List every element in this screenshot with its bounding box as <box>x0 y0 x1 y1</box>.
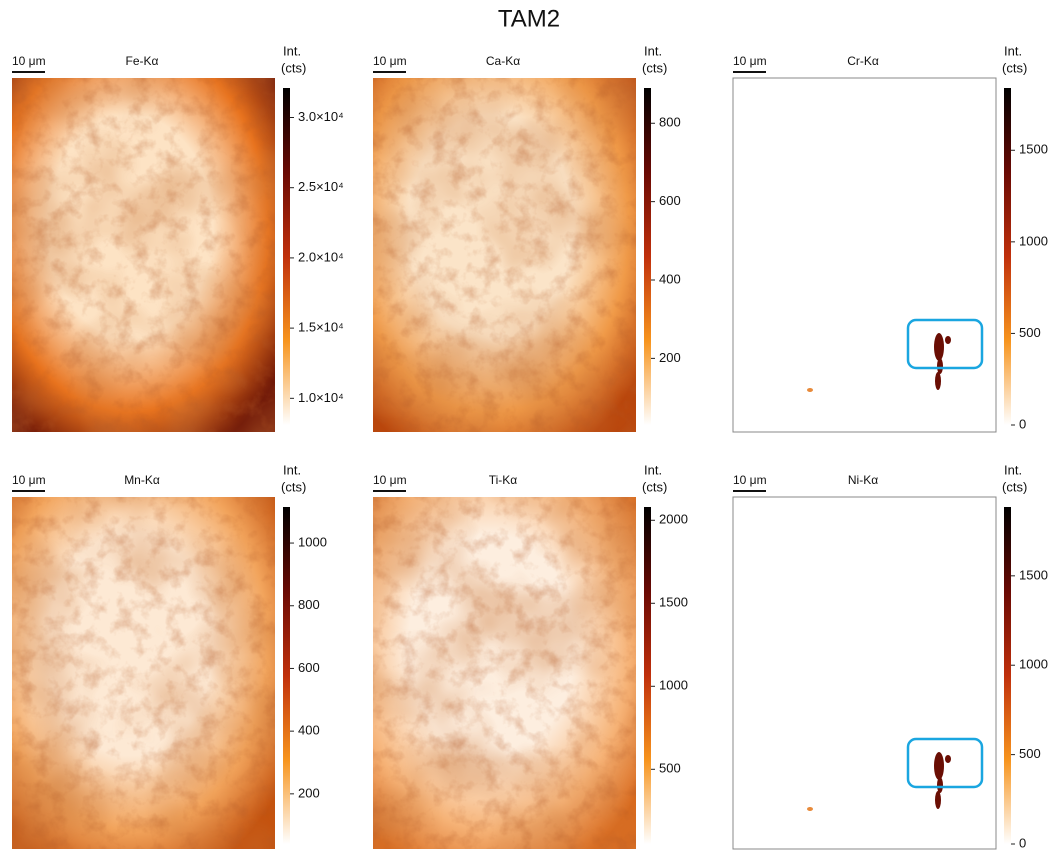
colorbar-tick-label: 2.0×10⁴ <box>298 249 344 264</box>
colorbar <box>283 507 290 844</box>
colorbar-tick-label: 3.0×10⁴ <box>298 109 344 124</box>
heatmap-panel <box>373 497 636 849</box>
colorbar-label: (cts) <box>281 479 306 494</box>
colorbar-tick-label: 1500 <box>659 595 688 610</box>
hotspot <box>934 333 944 361</box>
colorbar-tick-label: 500 <box>1019 746 1041 761</box>
heatmap-panel <box>733 78 996 432</box>
heatmap-panel <box>12 78 275 432</box>
colorbar-tick-label: 500 <box>659 761 681 776</box>
colorbar-tick-label: 500 <box>1019 325 1041 340</box>
colorbar <box>283 88 290 425</box>
colorbar-label: Int. <box>1004 43 1022 58</box>
heatmap-texture <box>12 78 275 432</box>
heatmap-panel <box>12 497 275 849</box>
figure: TAM2 10 μm Fe-Kα Int. (cts) 1.0×10⁴ 1.5×10⁴ 2.… <box>0 0 1058 850</box>
hotspot <box>807 807 813 811</box>
colorbar-tick-label: 1.5×10⁴ <box>298 320 344 335</box>
colorbar-tick-label: 400 <box>298 723 320 738</box>
colorbar-label: (cts) <box>281 60 306 75</box>
heatmap-texture <box>373 497 636 849</box>
colorbar-label: (cts) <box>642 60 667 75</box>
figure-title: TAM2 <box>498 5 560 32</box>
colorbar-tick-label: 1000 <box>1019 233 1048 248</box>
map-title: Ca-Kα <box>486 54 520 68</box>
colorbar-tick-label: 600 <box>298 660 320 675</box>
colorbar-label: Int. <box>283 43 301 58</box>
hotspot <box>937 358 943 374</box>
hotspot <box>807 388 813 392</box>
scale-bar-label: 10 μm <box>373 54 407 68</box>
colorbar-tick-label: 2000 <box>659 512 688 527</box>
heatmap-texture <box>12 497 275 849</box>
colorbar <box>1004 507 1011 844</box>
colorbar-label: Int. <box>283 462 301 477</box>
colorbar-label: (cts) <box>642 479 667 494</box>
map-title: Cr-Kα <box>847 54 879 68</box>
colorbar-tick-label: 1500 <box>1019 142 1048 157</box>
scale-bar-label: 10 μm <box>733 473 767 487</box>
colorbar <box>644 88 651 425</box>
colorbar <box>644 507 651 844</box>
hotspot <box>945 336 951 344</box>
colorbar-tick-label: 1.0×10⁴ <box>298 390 344 405</box>
colorbar-tick-label: 600 <box>659 193 681 208</box>
colorbar-tick-label: 800 <box>298 597 320 612</box>
hotspot <box>945 755 951 763</box>
map-title: Fe-Kα <box>126 54 159 68</box>
heatmap-image <box>733 78 996 432</box>
colorbar-tick-label: 400 <box>659 271 681 286</box>
hotspot <box>935 372 941 390</box>
colorbar-label: Int. <box>644 462 662 477</box>
heatmap-panel <box>733 497 996 849</box>
colorbar-tick-label: 200 <box>298 785 320 800</box>
colorbar-tick-label: 800 <box>659 115 681 130</box>
scale-bar-label: 10 μm <box>733 54 767 68</box>
map-title: Ni-Kα <box>848 473 878 487</box>
colorbar-label: Int. <box>644 43 662 58</box>
page: TAM2 10 μm Fe-Kα Int. (cts) 1.0×10⁴ 1.5×10⁴ 2.… <box>0 0 1058 850</box>
heatmap-panel <box>373 78 636 432</box>
colorbar-tick-label: 2.5×10⁴ <box>298 179 344 194</box>
heatmap-image <box>733 497 996 849</box>
colorbar-tick-label: 1500 <box>1019 567 1048 582</box>
colorbar-label: (cts) <box>1002 479 1027 494</box>
colorbar-label: (cts) <box>1002 60 1027 75</box>
hotspot <box>937 777 943 793</box>
colorbar-label: Int. <box>1004 462 1022 477</box>
hotspot <box>935 791 941 809</box>
scale-bar-label: 10 μm <box>373 473 407 487</box>
colorbar-tick-label: 0 <box>1019 416 1026 431</box>
scale-bar-label: 10 μm <box>12 54 46 68</box>
scale-bar-label: 10 μm <box>12 473 46 487</box>
colorbar-tick-label: 1000 <box>659 678 688 693</box>
hotspot <box>934 752 944 780</box>
colorbar-tick-label: 1000 <box>298 534 327 549</box>
map-title: Mn-Kα <box>124 473 160 487</box>
map-title: Ti-Kα <box>489 473 518 487</box>
colorbar-tick-label: 0 <box>1019 835 1026 850</box>
colorbar-tick-label: 1000 <box>1019 657 1048 672</box>
colorbar <box>1004 88 1011 425</box>
colorbar-tick-label: 200 <box>659 350 681 365</box>
heatmap-texture <box>373 78 636 432</box>
